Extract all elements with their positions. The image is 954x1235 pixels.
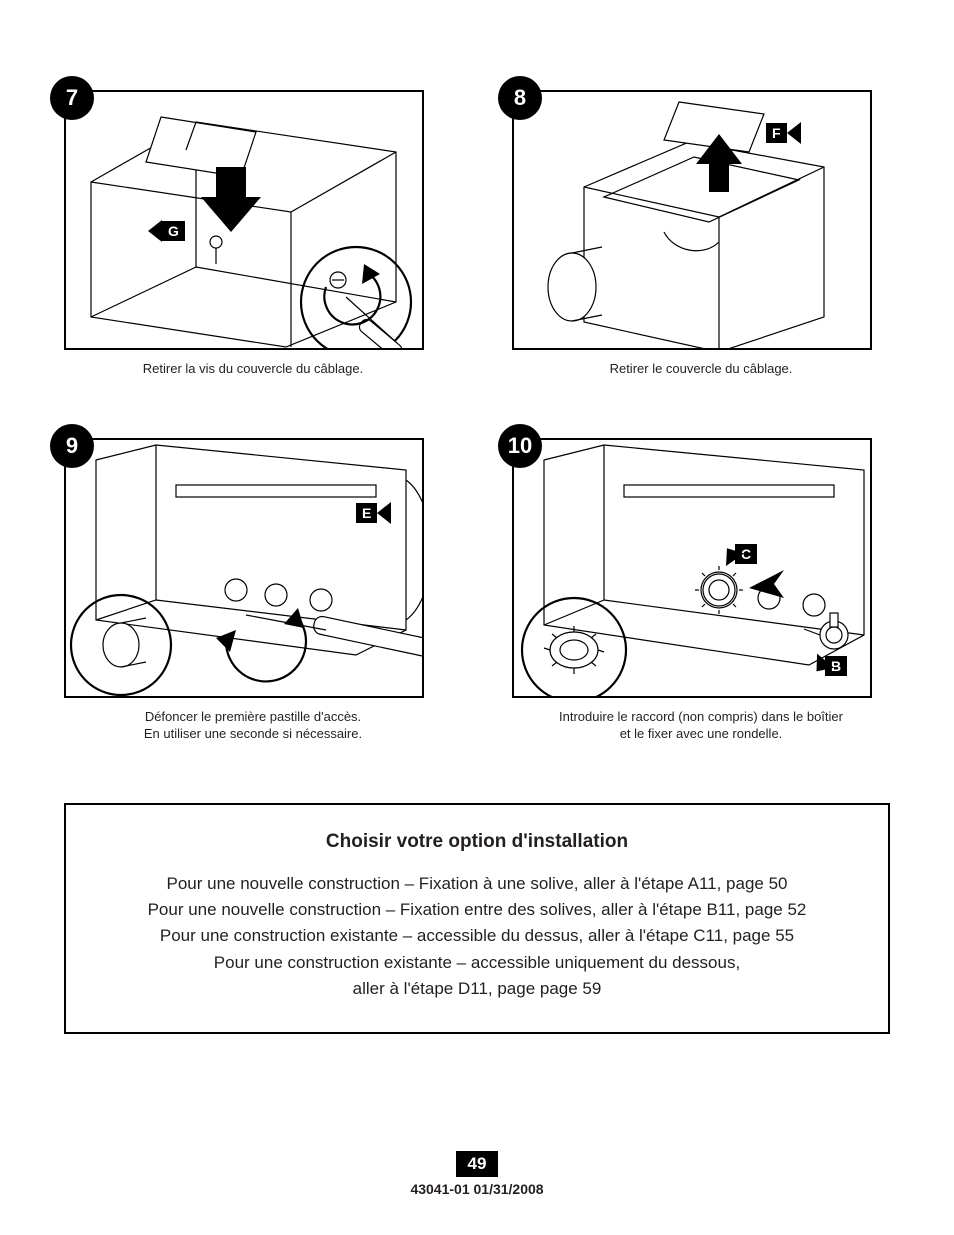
part-tag-b: B bbox=[814, 655, 847, 677]
step-8-illustration: F bbox=[512, 90, 872, 350]
step-10: 10 bbox=[512, 438, 890, 743]
installation-options-box: Choisir votre option d'installation Pour… bbox=[64, 803, 890, 1035]
step-9-svg bbox=[66, 440, 424, 698]
caption-line: En utiliser une seconde si nécessaire. bbox=[144, 726, 362, 741]
part-tag-g: G bbox=[148, 220, 185, 242]
options-line: Pour une construction existante – access… bbox=[86, 923, 868, 949]
steps-grid: 7 bbox=[64, 90, 890, 743]
step-badge: 9 bbox=[50, 424, 94, 468]
options-title: Choisir votre option d'installation bbox=[86, 831, 868, 853]
step-7: 7 bbox=[64, 90, 442, 378]
document-id: 43041-01 01/31/2008 bbox=[410, 1181, 543, 1197]
caption-line: Défoncer le première pastille d'accès. bbox=[145, 709, 361, 724]
step-7-illustration: G bbox=[64, 90, 424, 350]
options-line: Pour une nouvelle construction – Fixatio… bbox=[86, 897, 868, 923]
part-label: G bbox=[162, 221, 185, 241]
step-badge: 8 bbox=[498, 76, 542, 120]
manual-page: 7 bbox=[0, 0, 954, 1235]
part-tag-c: C bbox=[724, 543, 757, 565]
step-8-svg bbox=[514, 92, 872, 350]
triangle-icon bbox=[377, 502, 391, 524]
part-label: E bbox=[356, 503, 377, 523]
options-line: aller à l'étape D11, page page 59 bbox=[86, 976, 868, 1002]
part-tag-e: E bbox=[356, 502, 391, 524]
step-10-illustration: C B bbox=[512, 438, 872, 698]
step-8-caption: Retirer le couvercle du câblage. bbox=[512, 360, 890, 378]
page-footer: 49 43041-01 01/31/2008 bbox=[0, 1151, 954, 1199]
page-number: 49 bbox=[456, 1151, 499, 1177]
step-7-svg bbox=[66, 92, 424, 350]
part-tag-f: F bbox=[766, 122, 801, 144]
triangle-icon bbox=[148, 220, 162, 242]
step-9-illustration: E bbox=[64, 438, 424, 698]
options-line: Pour une construction existante – access… bbox=[86, 950, 868, 976]
caption-line: Introduire le raccord (non compris) dans… bbox=[559, 709, 843, 724]
part-label: F bbox=[766, 123, 787, 143]
step-9: 9 bbox=[64, 438, 442, 743]
step-badge: 7 bbox=[50, 76, 94, 120]
step-10-caption: Introduire le raccord (non compris) dans… bbox=[512, 708, 890, 743]
caption-line: et le fixer avec une rondelle. bbox=[620, 726, 783, 741]
step-badge: 10 bbox=[498, 424, 542, 468]
step-9-caption: Défoncer le première pastille d'accès. E… bbox=[64, 708, 442, 743]
step-7-caption: Retirer la vis du couvercle du câblage. bbox=[64, 360, 442, 378]
options-line: Pour une nouvelle construction – Fixatio… bbox=[86, 871, 868, 897]
triangle-icon bbox=[787, 122, 801, 144]
step-8: 8 bbox=[512, 90, 890, 378]
